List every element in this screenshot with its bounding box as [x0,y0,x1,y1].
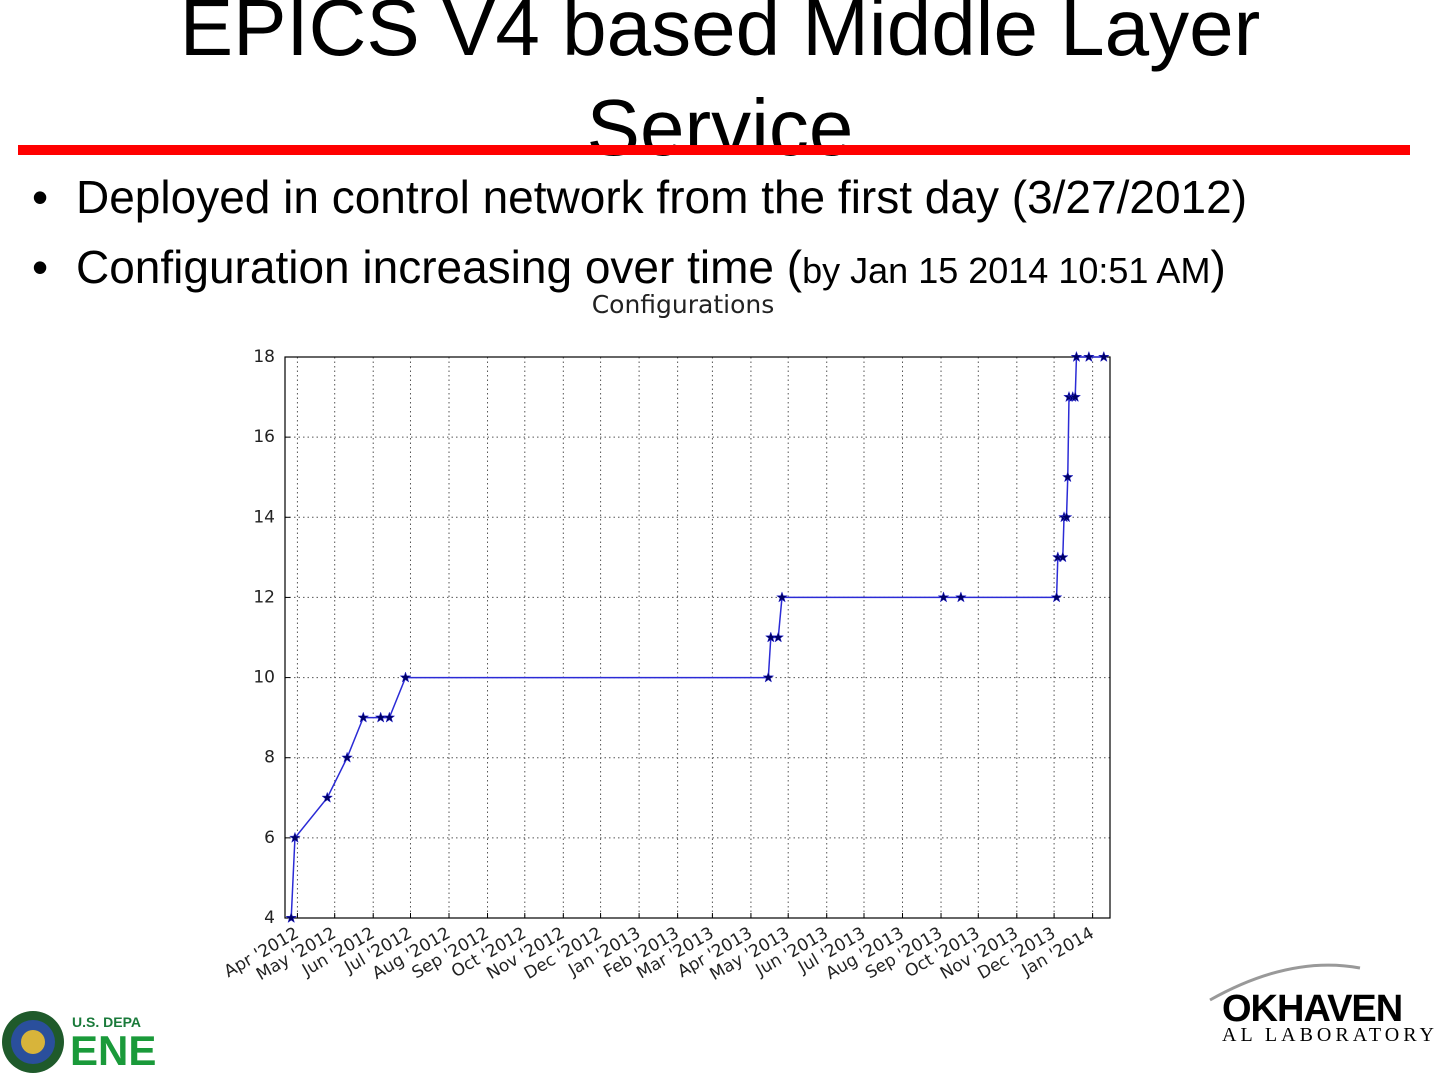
y-tick-label: 14 [253,507,275,527]
bullet-text: Configuration increasing over time ( [76,241,803,293]
marker [374,711,387,723]
marker [1069,390,1082,403]
bullet-text: Deployed in control network from the fir… [76,171,1248,223]
y-tick-label: 6 [264,828,275,848]
bullet-text: ) [1210,241,1226,293]
bullet-note: by Jan 15 2014 10:51 AM [802,250,1211,291]
marker [357,711,370,723]
chart-title: Configurations [592,290,775,319]
logo-text: OKHAVEN [1222,988,1403,1030]
plot-frame [284,356,1111,919]
marker [1060,511,1073,523]
y-tick-label: 18 [253,347,275,367]
marker [399,671,412,683]
marker [341,751,354,763]
title-rule [18,145,1410,155]
marker [776,591,788,603]
logo-text: ENE [70,1027,157,1074]
y-tick-label: 10 [253,668,275,688]
marker [285,911,298,924]
bullet: Deployed in control network from the fir… [32,170,1247,224]
marker [772,631,785,643]
marker [288,831,301,843]
marker [954,591,967,603]
slide-title: EPICS V4 based Middle Layer Service [179,0,1261,172]
marker [762,671,775,683]
marker [1056,551,1069,563]
logo-text: U.S. DEPA [72,1014,141,1030]
marker [1097,350,1110,363]
y-tick-label: 4 [264,908,275,928]
marker [1050,591,1063,603]
marker [383,711,396,723]
marker [937,591,950,603]
bullet: Configuration increasing over time (by J… [32,240,1226,294]
marker [1082,350,1095,363]
marker [1061,470,1074,483]
y-tick-label: 8 [264,748,275,768]
y-tick-label: 16 [253,427,275,447]
line [290,356,1104,919]
marker [1070,350,1083,363]
y-tick-label: 12 [253,587,275,607]
logo-text: AL LABORATORY [1222,1024,1438,1046]
marker [321,791,334,803]
